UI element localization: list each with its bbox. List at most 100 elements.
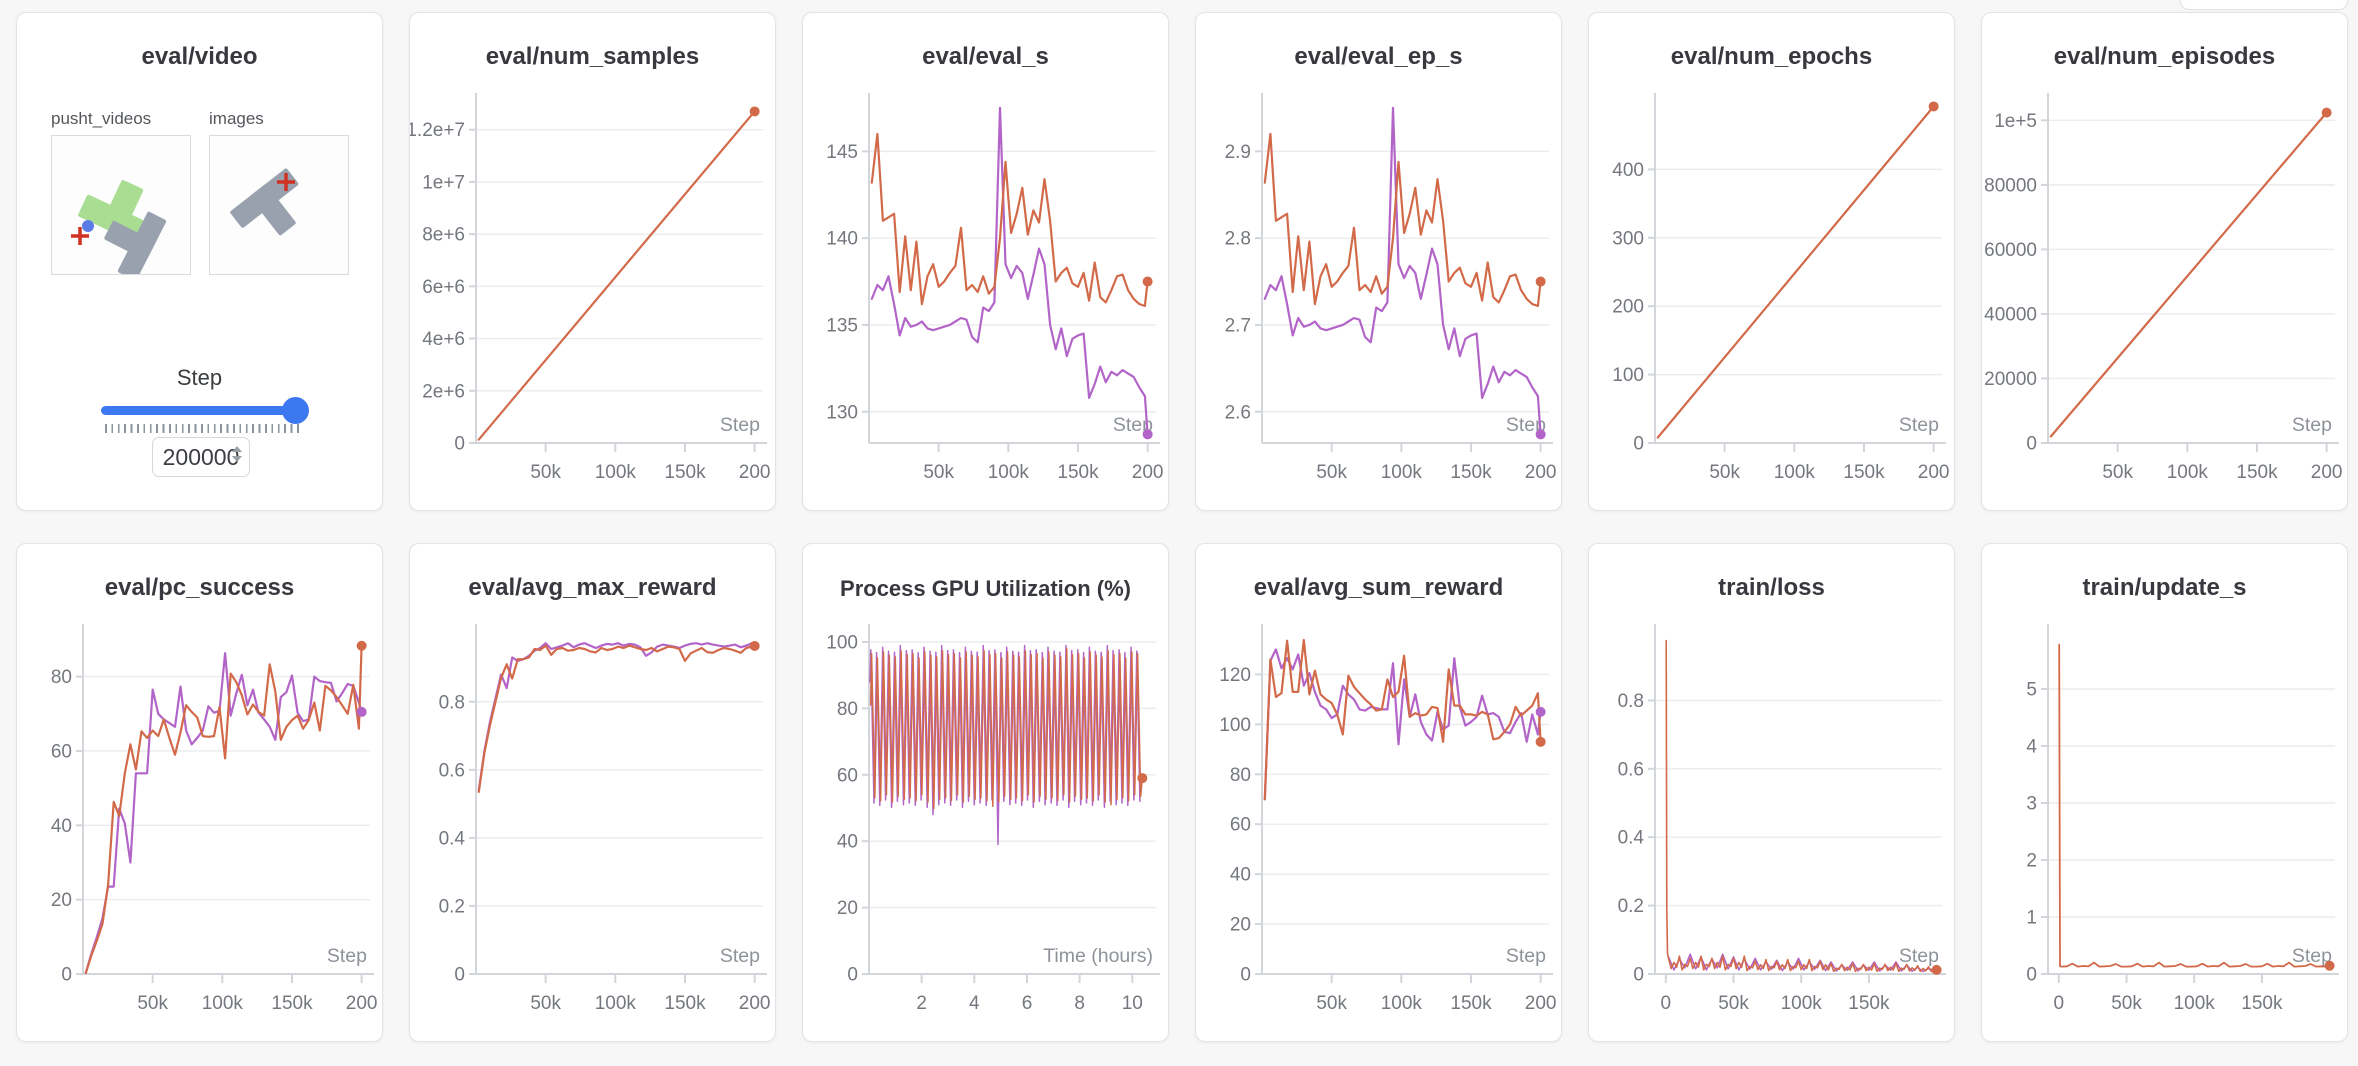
decrement-icon[interactable] [232, 456, 242, 462]
x-axis-inline-label: Step [1899, 414, 1939, 436]
step-slider-thumb[interactable] [282, 397, 309, 424]
y-tick-label: 0.4 [1618, 828, 1645, 849]
chart-title: train/loss [1718, 574, 1825, 601]
chart-canvas: 0 2e+6 4e+6 6e+6 8e+6 1e+7 1.2e+7 50k 100k 150k 20… [410, 93, 770, 483]
series-line-run-purple [1263, 648, 1542, 801]
x-tick-label: 200 [2311, 462, 2343, 483]
y-tick-label: 6e+6 [422, 277, 465, 298]
chart-title: eval/num_samples [485, 43, 700, 70]
series-line-run-orange [477, 644, 756, 793]
series-line-run-orange [870, 132, 1149, 307]
chart-panel-eval-eval-s[interactable]: eval/eval_s 130 135 140 145 50k 100k 150k 200 St… [802, 12, 1169, 511]
x-axis-inline-label: Time (hours) [1043, 945, 1153, 967]
y-tick-label: 120 [1219, 665, 1251, 686]
x-tick-label: 200 [1525, 993, 1557, 1014]
chart-canvas: 0 0.2 0.4 0.6 0.8 50k 100k 150k 200 Step [439, 624, 770, 1014]
chart-title: eval/eval_ep_s [1294, 43, 1463, 70]
y-tick-label: 100 [1612, 365, 1644, 386]
video-thumbnail-pusht[interactable] [51, 135, 191, 281]
x-axis-inline-label: Step [720, 945, 760, 967]
pusht-scene-video-frame [71, 180, 167, 281]
step-value-input[interactable]: 200000 [152, 437, 250, 477]
x-tick-label: 50k [923, 462, 954, 483]
x-tick-label: 100k [1381, 993, 1423, 1014]
y-tick-label: 8e+6 [422, 225, 465, 246]
y-tick-label: 80000 [1984, 175, 2037, 196]
chart-panel-eval-pc-success[interactable]: eval/pc_success 0 20 40 60 80 50k 100k 150k 200 S… [16, 543, 383, 1042]
y-tick-label: 1e+7 [422, 172, 465, 193]
x-tick-label: 100k [1781, 993, 1823, 1014]
y-tick-label: 2 [2026, 851, 2037, 872]
increment-icon[interactable] [232, 446, 242, 452]
step-value: 200000 [162, 443, 240, 470]
latest-point-dot-run-orange [1535, 736, 1546, 747]
x-tick-label: 0 [2054, 993, 2065, 1014]
y-tick-label: 1.2e+7 [410, 120, 465, 141]
step-slider-track[interactable] [101, 397, 309, 424]
y-tick-label: 40000 [1984, 304, 2037, 325]
x-axis-inline-label: Step [2292, 414, 2332, 436]
x-axis-inline-label: Step [1113, 414, 1153, 436]
image-thumbnail[interactable] [209, 135, 349, 275]
pusht-scene-image [230, 168, 299, 236]
series-line-run-purple [477, 642, 756, 792]
chart-canvas: 130 135 140 145 50k 100k 150k 200 Step [826, 93, 1163, 483]
y-tick-label: 200 [1612, 297, 1644, 318]
x-tick-label: 10 [1122, 993, 1143, 1014]
x-tick-label: 100k [1774, 462, 1816, 483]
x-tick-label: 150k [664, 462, 706, 483]
x-tick-label: 100k [595, 993, 637, 1014]
x-tick-label: 50k [530, 993, 561, 1014]
y-tick-label: 0 [847, 965, 858, 986]
stepper-buttons[interactable] [232, 446, 242, 462]
chart-panel-train-loss[interactable]: train/loss 0 0.2 0.4 0.6 0.8 0 50k 100k 150k Step [1588, 543, 1955, 1042]
x-axis-inline-label: Step [720, 414, 760, 436]
x-tick-label: 50k [2111, 993, 2142, 1014]
x-tick-label: 50k [2102, 462, 2133, 483]
chart-panel-eval-eval-ep-s[interactable]: eval/eval_ep_s 2.6 2.7 2.8 2.9 50k 100k 150k 20… [1195, 12, 1562, 511]
latest-point-dot-run-orange [1931, 964, 1942, 975]
series-line-run-orange [2058, 643, 2331, 968]
series-line-run-purple [1263, 106, 1542, 436]
y-tick-label: 80 [837, 699, 858, 720]
y-tick-label: 60 [1230, 815, 1251, 836]
x-tick-label: 0 [1661, 993, 1672, 1014]
latest-point-dot-run-orange [2321, 107, 2332, 118]
series-line-run-orange [1665, 639, 1938, 973]
x-tick-label: 6 [1022, 993, 1033, 1014]
y-tick-label: 60 [837, 765, 858, 786]
y-tick-label: 0 [454, 965, 465, 986]
chart-title: eval/avg_max_reward [468, 574, 717, 601]
y-tick-label: 100 [1219, 715, 1251, 736]
x-tick-label: 8 [1074, 993, 1085, 1014]
x-tick-label: 50k [530, 462, 561, 483]
step-slider-tickmarks [105, 424, 301, 433]
chart-panel-process-gpu-utilization[interactable]: Process GPU Utilization (%) 0 20 40 60 80 100… [802, 543, 1169, 1042]
chart-panel-eval-num-samples[interactable]: eval/num_samples 0 2e+6 4e+6 6e+6 8e+6 1e+7 1.… [409, 12, 776, 511]
series-line-run-orange [2049, 111, 2328, 438]
x-axis-inline-label: Step [2292, 945, 2332, 967]
chart-panel-eval-num-epochs[interactable]: eval/num_epochs 0 100 200 300 400 50k 100k 150k… [1588, 12, 1955, 511]
latest-point-dot-run-orange [2324, 960, 2335, 971]
x-tick-label: 100k [1381, 462, 1423, 483]
y-tick-label: 5 [2026, 680, 2037, 701]
series-line-run-orange [477, 110, 756, 441]
media-panel-eval-video[interactable]: eval/video pusht_videos images [16, 12, 383, 511]
chart-panel-eval-avg-max-reward[interactable]: eval/avg_max_reward 0 0.2 0.4 0.6 0.8 50k 100k… [409, 543, 776, 1042]
chart-canvas: 0 20 40 60 80 100 2 4 6 8 10 Time (hours) [826, 624, 1160, 1014]
y-tick-label: 80 [51, 667, 72, 688]
chart-panel-train-update-s[interactable]: train/update_s 0 1 2 3 4 5 0 50k 100k 150k Step [1981, 543, 2348, 1042]
y-tick-label: 400 [1612, 160, 1644, 181]
x-tick-label: 150k [1843, 462, 1885, 483]
latest-point-dot-run-purple [1142, 429, 1153, 440]
y-tick-label: 100 [826, 632, 858, 653]
chart-panel-eval-num-episodes[interactable]: eval/num_episodes 0 20000 40000 60000 80000 1… [1981, 12, 2348, 511]
x-axis-inline-label: Step [1899, 945, 1939, 967]
latest-point-dot-run-orange [1535, 276, 1546, 287]
chart-panel-eval-avg-sum-reward[interactable]: eval/avg_sum_reward 0 20 40 60 80 100 120 50k 10… [1195, 543, 1562, 1042]
y-tick-label: 1e+5 [1994, 111, 2037, 132]
y-tick-label: 20 [837, 898, 858, 919]
chart-title: eval/avg_sum_reward [1253, 574, 1504, 601]
y-tick-label: 40 [837, 832, 858, 853]
y-tick-label: 20 [51, 890, 72, 911]
